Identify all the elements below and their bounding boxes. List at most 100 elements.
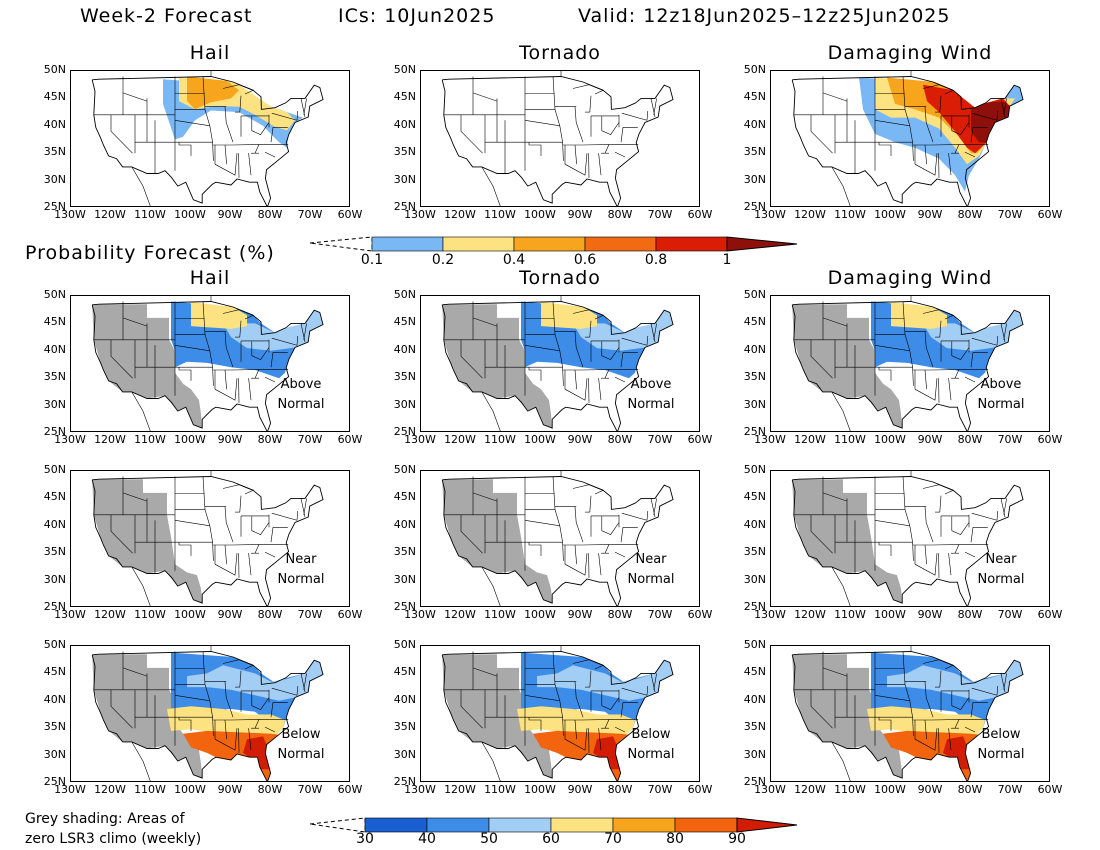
- ics-date: ICs: 10Jun2025: [338, 5, 496, 27]
- category-label-line1: Near: [635, 552, 667, 567]
- lon-tick-label: 120W: [444, 783, 476, 796]
- state-boundary: [954, 544, 960, 554]
- mexico-coast: [481, 391, 501, 431]
- state-boundary: [212, 719, 289, 721]
- lat-tick-label: 25N: [743, 200, 766, 213]
- lat-tick-label: 25N: [43, 600, 66, 613]
- map-svg: [91, 71, 324, 206]
- lat-tick-label: 40N: [43, 517, 66, 531]
- lon-tick-label: 100W: [874, 208, 906, 221]
- panel-title-damaging-wind: Damaging Wind: [827, 267, 993, 289]
- state-boundary: [178, 142, 192, 156]
- state-boundary: [971, 335, 999, 346]
- lat-tick-label: 35N: [393, 545, 416, 559]
- footnote: Grey shading: Areas of zero LSR3 climo (…: [25, 809, 201, 849]
- state-boundary: [244, 89, 254, 95]
- shaded-region-southRed: [593, 736, 619, 770]
- lat-tick-label: 45N: [743, 490, 766, 504]
- state-boundary: [924, 331, 934, 368]
- state-boundary: [594, 489, 604, 495]
- shaded-region-northLight: [187, 660, 323, 701]
- state-boundary: [902, 301, 914, 386]
- lon-tick-label: 100W: [524, 783, 556, 796]
- state-boundary: [822, 667, 848, 677]
- lat-tick-label: 30N: [743, 747, 766, 761]
- mexico-coast: [131, 741, 151, 781]
- colorbar-box: [442, 236, 515, 252]
- state-boundary: [810, 689, 833, 729]
- state-boundary: [822, 492, 848, 502]
- state-boundary: [604, 544, 610, 554]
- state-boundary: [264, 726, 276, 733]
- colorbar-box: [674, 817, 738, 833]
- mexico-coast: [831, 391, 851, 431]
- shaded-region-southYellow: [517, 706, 635, 737]
- state-boundary: [914, 728, 938, 751]
- lon-tick-label: 120W: [794, 433, 826, 446]
- lon-tick-label: 80W: [957, 608, 983, 621]
- lake-superior: [922, 659, 952, 665]
- map-panel-damaging-wind-row1: [770, 295, 1050, 432]
- map-panel-tornado-row0: [420, 70, 700, 207]
- state-boundary: [244, 489, 254, 495]
- lon-tick-label: 110W: [834, 208, 866, 221]
- lon-tick-label: 130W: [404, 608, 436, 621]
- lon-tick-label: 60W: [1037, 608, 1063, 621]
- shaded-region-northLight: [887, 660, 1023, 701]
- state-boundary: [244, 314, 254, 320]
- colorbar-label: 0.4: [502, 252, 526, 268]
- state-boundary: [944, 664, 954, 670]
- state-boundary: [271, 685, 299, 696]
- state-boundary: [264, 376, 276, 383]
- state-boundary: [254, 144, 260, 154]
- lon-tick-label: 70W: [647, 783, 673, 796]
- footnote-line1: Grey shading: Areas of: [25, 811, 185, 827]
- state-boundary: [524, 120, 560, 127]
- state-boundary: [653, 323, 657, 340]
- state-boundary: [303, 98, 307, 115]
- state-boundary: [944, 89, 954, 95]
- category-label-line1: Near: [985, 552, 1017, 567]
- state-boundary: [620, 702, 638, 718]
- lon-tick-label: 70W: [297, 433, 323, 446]
- lat-tick-label: 35N: [743, 545, 766, 559]
- colorbar-box: [364, 817, 428, 833]
- lon-tick-label: 100W: [874, 608, 906, 621]
- category-label-line1: Near: [285, 552, 317, 567]
- colorbar-label: 90: [728, 831, 746, 847]
- lat-tick-label: 40N: [43, 117, 66, 131]
- category-colorbar: [309, 817, 810, 839]
- state-boundary: [472, 667, 498, 677]
- lon-tick-label: 100W: [174, 208, 206, 221]
- lat-tick-label: 25N: [43, 425, 66, 438]
- mexico-coast: [481, 566, 501, 606]
- state-boundary: [902, 476, 914, 561]
- probability-section-title: Probability Forecast (%): [25, 242, 275, 264]
- state-boundary: [270, 527, 288, 543]
- state-boundary: [948, 728, 952, 751]
- state-boundary: [174, 695, 210, 702]
- state-boundary: [944, 489, 954, 495]
- state-boundary: [912, 719, 989, 721]
- lon-tick-label: 100W: [524, 608, 556, 621]
- state-boundary: [574, 331, 584, 368]
- state-boundary: [948, 378, 952, 401]
- map-panel-tornado-row3: [420, 645, 700, 782]
- state-boundary: [202, 301, 214, 386]
- state-boundary: [174, 120, 210, 127]
- lon-tick-label: 120W: [794, 208, 826, 221]
- lat-tick-label: 30N: [43, 397, 66, 411]
- category-label: Near Normal: [611, 550, 691, 590]
- category-label-line2: Normal: [627, 397, 675, 412]
- shaded-region-aboveYellow: [541, 302, 597, 329]
- state-boundary: [924, 544, 927, 565]
- lon-tick-label: 120W: [94, 208, 126, 221]
- category-label: Below Normal: [611, 725, 691, 765]
- state-boundary: [1003, 673, 1007, 690]
- state-boundary: [110, 339, 133, 379]
- category-label: Near Normal: [261, 550, 341, 590]
- lon-tick-label: 60W: [1037, 783, 1063, 796]
- lon-tick-label: 80W: [957, 433, 983, 446]
- state-boundary: [524, 345, 560, 352]
- state-boundary: [270, 352, 288, 368]
